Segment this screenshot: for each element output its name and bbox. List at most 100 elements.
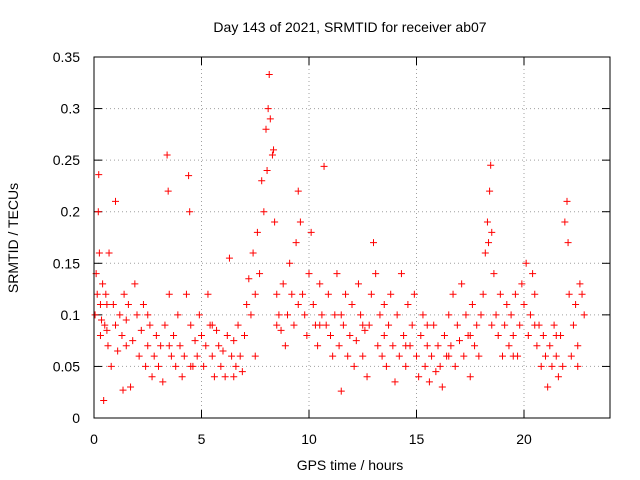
data-point bbox=[100, 396, 108, 404]
data-point bbox=[492, 311, 500, 319]
data-point bbox=[552, 331, 560, 339]
data-point bbox=[537, 362, 545, 370]
data-point bbox=[200, 362, 208, 370]
data-point bbox=[174, 311, 182, 319]
data-point bbox=[148, 373, 156, 381]
data-point bbox=[395, 352, 403, 360]
data-point bbox=[104, 342, 112, 350]
data-point bbox=[253, 228, 261, 236]
y-tick-label: 0 bbox=[72, 410, 80, 426]
data-point bbox=[339, 321, 347, 329]
data-point bbox=[578, 290, 586, 298]
data-point bbox=[483, 218, 491, 226]
data-point bbox=[509, 352, 517, 360]
data-point bbox=[170, 331, 178, 339]
data-point bbox=[109, 301, 117, 309]
data-point bbox=[567, 352, 575, 360]
data-point bbox=[284, 311, 291, 319]
data-point bbox=[440, 331, 448, 339]
data-point bbox=[402, 342, 410, 350]
data-point bbox=[299, 290, 307, 298]
data-point bbox=[453, 321, 461, 329]
data-point bbox=[425, 378, 433, 386]
data-point bbox=[271, 218, 279, 226]
data-point bbox=[417, 331, 425, 339]
data-point bbox=[389, 342, 397, 350]
data-point bbox=[294, 187, 302, 195]
data-point bbox=[576, 280, 584, 288]
data-point bbox=[187, 362, 195, 370]
data-point bbox=[391, 378, 399, 386]
data-point bbox=[243, 301, 251, 309]
data-point bbox=[475, 352, 483, 360]
data-point bbox=[374, 342, 382, 350]
data-point bbox=[477, 311, 485, 319]
data-point bbox=[488, 228, 496, 236]
data-point bbox=[436, 362, 444, 370]
data-point bbox=[518, 280, 526, 288]
data-point bbox=[365, 321, 373, 329]
data-point bbox=[309, 301, 317, 309]
data-point bbox=[380, 331, 388, 339]
data-point bbox=[193, 352, 201, 360]
data-point bbox=[359, 352, 367, 360]
data-point bbox=[305, 270, 313, 278]
data-point bbox=[361, 326, 369, 334]
data-point bbox=[327, 331, 334, 339]
data-point bbox=[367, 290, 375, 298]
data-point bbox=[447, 342, 455, 350]
data-point bbox=[225, 254, 233, 262]
data-point bbox=[146, 321, 154, 329]
data-point bbox=[415, 373, 423, 381]
data-point bbox=[195, 311, 203, 319]
data-point bbox=[241, 331, 248, 339]
data-point bbox=[236, 352, 244, 360]
data-point bbox=[268, 151, 276, 159]
data-point bbox=[264, 105, 272, 113]
data-point bbox=[133, 311, 141, 319]
data-point bbox=[96, 331, 104, 339]
data-point bbox=[281, 342, 289, 350]
data-point bbox=[142, 362, 150, 370]
data-point bbox=[191, 337, 199, 345]
data-point bbox=[397, 270, 405, 278]
data-point bbox=[251, 290, 259, 298]
data-point bbox=[152, 331, 160, 339]
data-point bbox=[94, 208, 102, 216]
y-tick-label: 0.2 bbox=[61, 204, 81, 220]
data-point bbox=[370, 239, 377, 247]
data-point bbox=[114, 347, 122, 355]
data-point bbox=[481, 249, 489, 257]
data-point bbox=[270, 146, 278, 154]
data-point bbox=[344, 352, 352, 360]
data-point bbox=[501, 321, 509, 329]
data-point bbox=[296, 218, 304, 226]
data-point bbox=[462, 311, 470, 319]
data-point bbox=[316, 321, 324, 329]
data-point bbox=[273, 321, 281, 329]
data-point bbox=[112, 197, 119, 205]
data-point bbox=[307, 228, 315, 236]
data-point bbox=[511, 290, 519, 298]
y-axis-label: SRMTID / TECUs bbox=[5, 183, 21, 293]
data-point bbox=[262, 125, 270, 133]
data-point bbox=[288, 290, 296, 298]
data-point bbox=[185, 172, 193, 180]
gridlines bbox=[94, 57, 610, 418]
data-point bbox=[180, 352, 188, 360]
data-point bbox=[96, 301, 104, 309]
data-point bbox=[135, 352, 143, 360]
data-point bbox=[331, 311, 339, 319]
data-point bbox=[131, 280, 139, 288]
data-point bbox=[167, 352, 175, 360]
data-point bbox=[466, 373, 474, 381]
data-point bbox=[531, 321, 539, 329]
data-point bbox=[346, 331, 354, 339]
data-point bbox=[232, 362, 240, 370]
data-point bbox=[363, 373, 371, 381]
data-point bbox=[230, 337, 238, 345]
data-point bbox=[542, 352, 549, 360]
data-point bbox=[548, 362, 556, 370]
data-point bbox=[277, 326, 285, 334]
